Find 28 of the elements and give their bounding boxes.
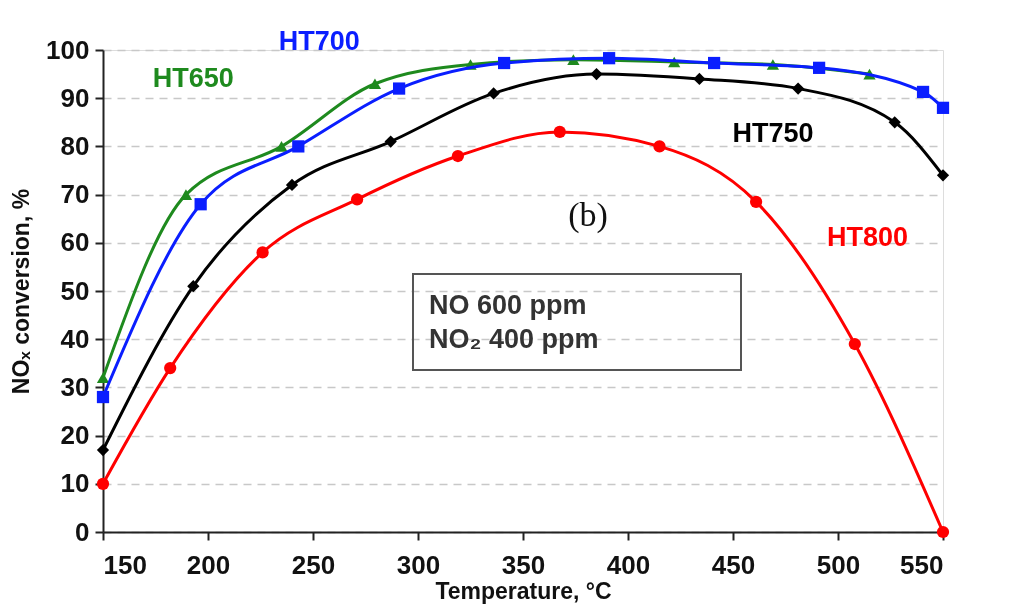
y-tick-label: 10 [60, 468, 90, 499]
y-tick-label: 30 [60, 371, 90, 402]
y-tick-label: 0 [75, 516, 90, 547]
x-tick-label: 450 [711, 549, 756, 580]
annotation: (b) [568, 196, 608, 234]
y-tick-label: 80 [60, 130, 90, 161]
y-tick-label: 40 [60, 323, 90, 354]
y-tick-label: 100 [46, 34, 90, 65]
y-tick-label: 90 [60, 82, 90, 113]
x-tick-label: 500 [816, 549, 861, 580]
series-label: HT750 [732, 118, 814, 149]
x-tick-label: 350 [501, 549, 546, 580]
x-tick-label: 200 [186, 549, 231, 580]
y-tick-label: 70 [60, 179, 90, 210]
y-tick-label: 50 [60, 275, 90, 306]
x-tick-label: 400 [606, 549, 651, 580]
x-tick-label: 250 [291, 549, 336, 580]
x-axis-title: Temperature, °C [435, 577, 612, 604]
y-tick-label: 20 [60, 420, 90, 451]
series-label: HT700 [278, 26, 360, 57]
x-tick-label: 550 [900, 549, 944, 580]
y-axis-title: NOₓ conversion, % [8, 188, 35, 395]
y-tick-label: 60 [60, 227, 90, 258]
x-tick-label: 150 [103, 549, 147, 580]
series-label: HT800 [826, 221, 908, 252]
x-tick-label: 300 [396, 549, 441, 580]
text: HT650 [152, 62, 234, 93]
annotation: NO 600 ppm NO₂ 400 ppm [429, 290, 599, 354]
